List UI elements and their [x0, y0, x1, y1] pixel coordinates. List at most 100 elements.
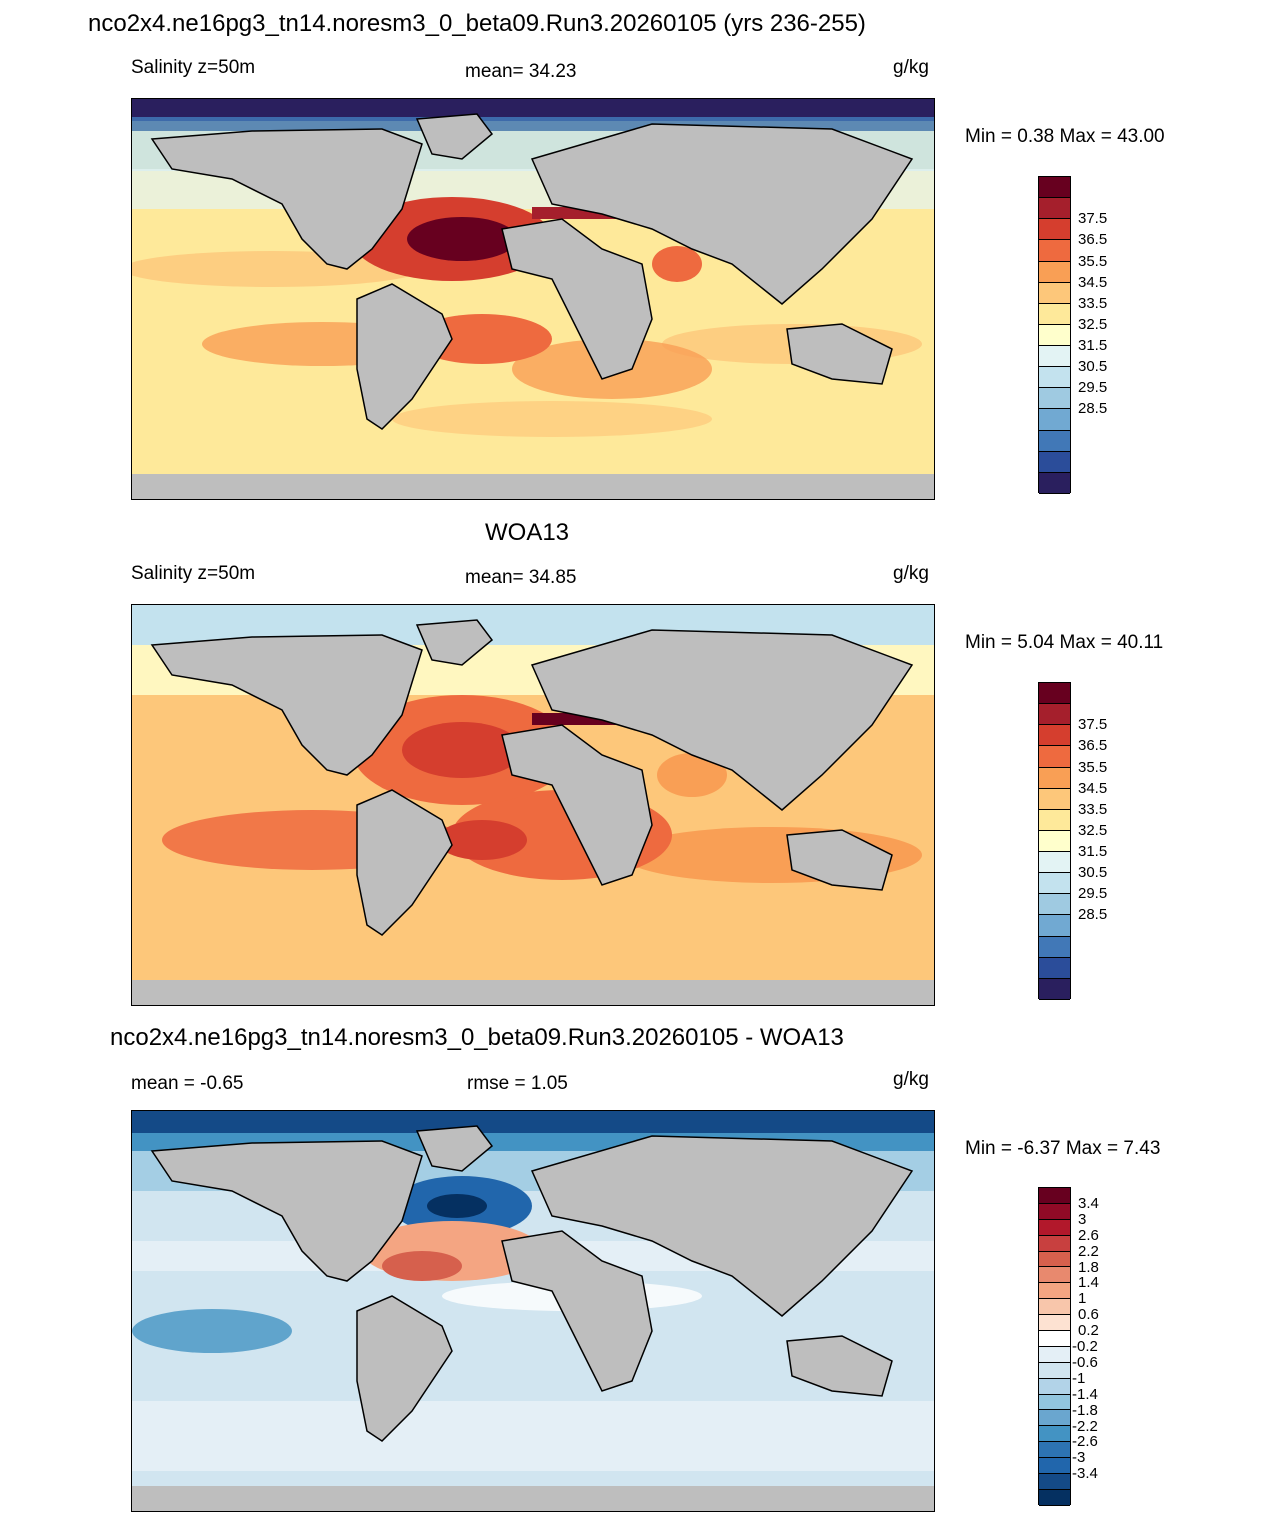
colorbar-box [1039, 409, 1070, 431]
colorbar-tick-label: 37.5 [1078, 210, 1108, 228]
colorbar-tick-label: 37.5 [1078, 716, 1108, 734]
colorbar-tick-label: 30.5 [1078, 358, 1108, 376]
colorbar-tick-label: -0.6 [1072, 1353, 1098, 1371]
colorbar-tick-label: 1.8 [1078, 1258, 1099, 1276]
panel2-colorbar [1038, 682, 1071, 1000]
colorbar-box [1039, 1442, 1070, 1459]
colorbar-box [1039, 1426, 1070, 1443]
colorbar-box [1039, 852, 1070, 874]
colorbar-tick-label: 31.5 [1078, 843, 1108, 861]
colorbar-box [1039, 1394, 1070, 1411]
colorbar-box [1039, 830, 1070, 852]
colorbar-tick-label: 3 [1078, 1210, 1087, 1228]
panel1-title: nco2x4.ne16pg3_tn14.noresm3_0_beta09.Run… [88, 10, 866, 37]
colorbar-box [1039, 978, 1070, 1000]
colorbar-box [1039, 1267, 1070, 1284]
panel3-minmax: Min = -6.37 Max = 7.43 [965, 1138, 1161, 1159]
colorbar-tick-label: 34.5 [1078, 273, 1108, 291]
colorbar-box [1039, 388, 1070, 410]
panel3-units: g/kg [893, 1069, 929, 1090]
colorbar-tick-label: 36.5 [1078, 737, 1108, 755]
colorbar-tick-label: -3 [1072, 1449, 1086, 1467]
colorbar-box [1039, 1346, 1070, 1363]
colorbar-tick-label: -0.2 [1072, 1338, 1098, 1355]
colorbar-box [1039, 240, 1070, 262]
colorbar-box [1039, 1378, 1070, 1395]
panel2-woa13-salinity-map [131, 604, 935, 1006]
colorbar-box [1039, 1283, 1070, 1300]
panel3-difference-map [131, 1110, 935, 1512]
colorbar-tick-label: 0.6 [1078, 1306, 1099, 1324]
colorbar-box [1039, 894, 1070, 916]
colorbar-tick-label: -1 [1072, 1369, 1086, 1387]
panel2-mean: mean= 34.85 [465, 567, 577, 588]
colorbar-tick-label: -1.8 [1072, 1401, 1098, 1419]
colorbar-tick-label: 3.4 [1078, 1194, 1099, 1212]
colorbar-tick-label: 32.5 [1078, 315, 1108, 333]
colorbar-box [1039, 1362, 1070, 1379]
panel1-map-svg [132, 99, 934, 499]
colorbar-box [1039, 303, 1070, 325]
colorbar-box [1039, 1474, 1070, 1490]
colorbar-tick-label: 0.2 [1078, 1322, 1099, 1340]
colorbar-tick-label: 1 [1078, 1290, 1087, 1308]
colorbar-box [1039, 809, 1070, 831]
colorbar-box [1039, 1331, 1070, 1347]
colorbar-box [1039, 1299, 1070, 1316]
colorbar-tick-label: -2.2 [1072, 1417, 1098, 1435]
colorbar-box [1039, 746, 1070, 768]
colorbar-tick-label: 30.5 [1078, 864, 1108, 882]
colorbar-tick-label: 2.2 [1078, 1242, 1099, 1260]
colorbar-tick-label: 36.5 [1078, 231, 1108, 249]
colorbar-box [1039, 788, 1070, 810]
panel1-colorbar [1038, 176, 1071, 494]
colorbar-box [1039, 261, 1070, 283]
colorbar-tick-label: 33.5 [1078, 294, 1108, 312]
colorbar-tick-label: 33.5 [1078, 800, 1108, 818]
colorbar-box [1039, 1203, 1070, 1220]
colorbar-box [1039, 198, 1070, 220]
colorbar-box [1039, 430, 1070, 452]
colorbar-tick-label: 2.6 [1078, 1226, 1099, 1244]
colorbar-tick-label: 35.5 [1078, 758, 1108, 776]
colorbar-box [1039, 219, 1070, 241]
panel2-title: WOA13 [485, 519, 570, 546]
colorbar-tick-label: 34.5 [1078, 779, 1108, 797]
colorbar-box [1039, 1219, 1070, 1236]
colorbar-tick-label: -3.4 [1072, 1465, 1098, 1483]
panel1-units: g/kg [893, 57, 929, 78]
colorbar-box [1039, 915, 1070, 937]
panel3-colorbar [1038, 1187, 1071, 1506]
colorbar-box [1039, 873, 1070, 895]
colorbar-box [1039, 1188, 1070, 1204]
colorbar-tick-label: 28.5 [1078, 906, 1108, 924]
colorbar-tick-label: 31.5 [1078, 337, 1108, 355]
colorbar-tick-label: 28.5 [1078, 400, 1108, 418]
panel2-variable-label: Salinity z=50m [131, 563, 256, 584]
colorbar-box [1039, 1251, 1070, 1268]
colorbar-box [1039, 282, 1070, 304]
colorbar-box [1039, 1489, 1070, 1506]
colorbar-tick-label: 29.5 [1078, 379, 1108, 397]
panel1-minmax: Min = 0.38 Max = 43.00 [965, 126, 1165, 147]
colorbar-tick-label: -1.4 [1072, 1385, 1098, 1403]
colorbar-box [1039, 1235, 1070, 1252]
panel3-rmse: rmse = 1.05 [467, 1073, 568, 1094]
panel3-mean: mean = -0.65 [131, 1073, 244, 1094]
colorbar-box [1039, 177, 1070, 199]
colorbar-box [1039, 324, 1070, 346]
panel2-units: g/kg [893, 563, 929, 584]
colorbar-box [1039, 1458, 1070, 1475]
colorbar-tick-label: 35.5 [1078, 252, 1108, 270]
colorbar-box [1039, 957, 1070, 979]
colorbar-tick-label: 32.5 [1078, 821, 1108, 839]
colorbar-tick-label: -2.6 [1072, 1433, 1098, 1451]
panel1-mean: mean= 34.23 [465, 61, 577, 82]
colorbar-box [1039, 346, 1070, 368]
colorbar-tick-label: 29.5 [1078, 885, 1108, 903]
panel2-minmax: Min = 5.04 Max = 40.11 [965, 632, 1164, 653]
colorbar-box [1039, 1410, 1070, 1427]
colorbar-tick-label: 1.4 [1078, 1274, 1099, 1292]
colorbar-box [1039, 367, 1070, 389]
panel3-map-svg [132, 1111, 934, 1511]
